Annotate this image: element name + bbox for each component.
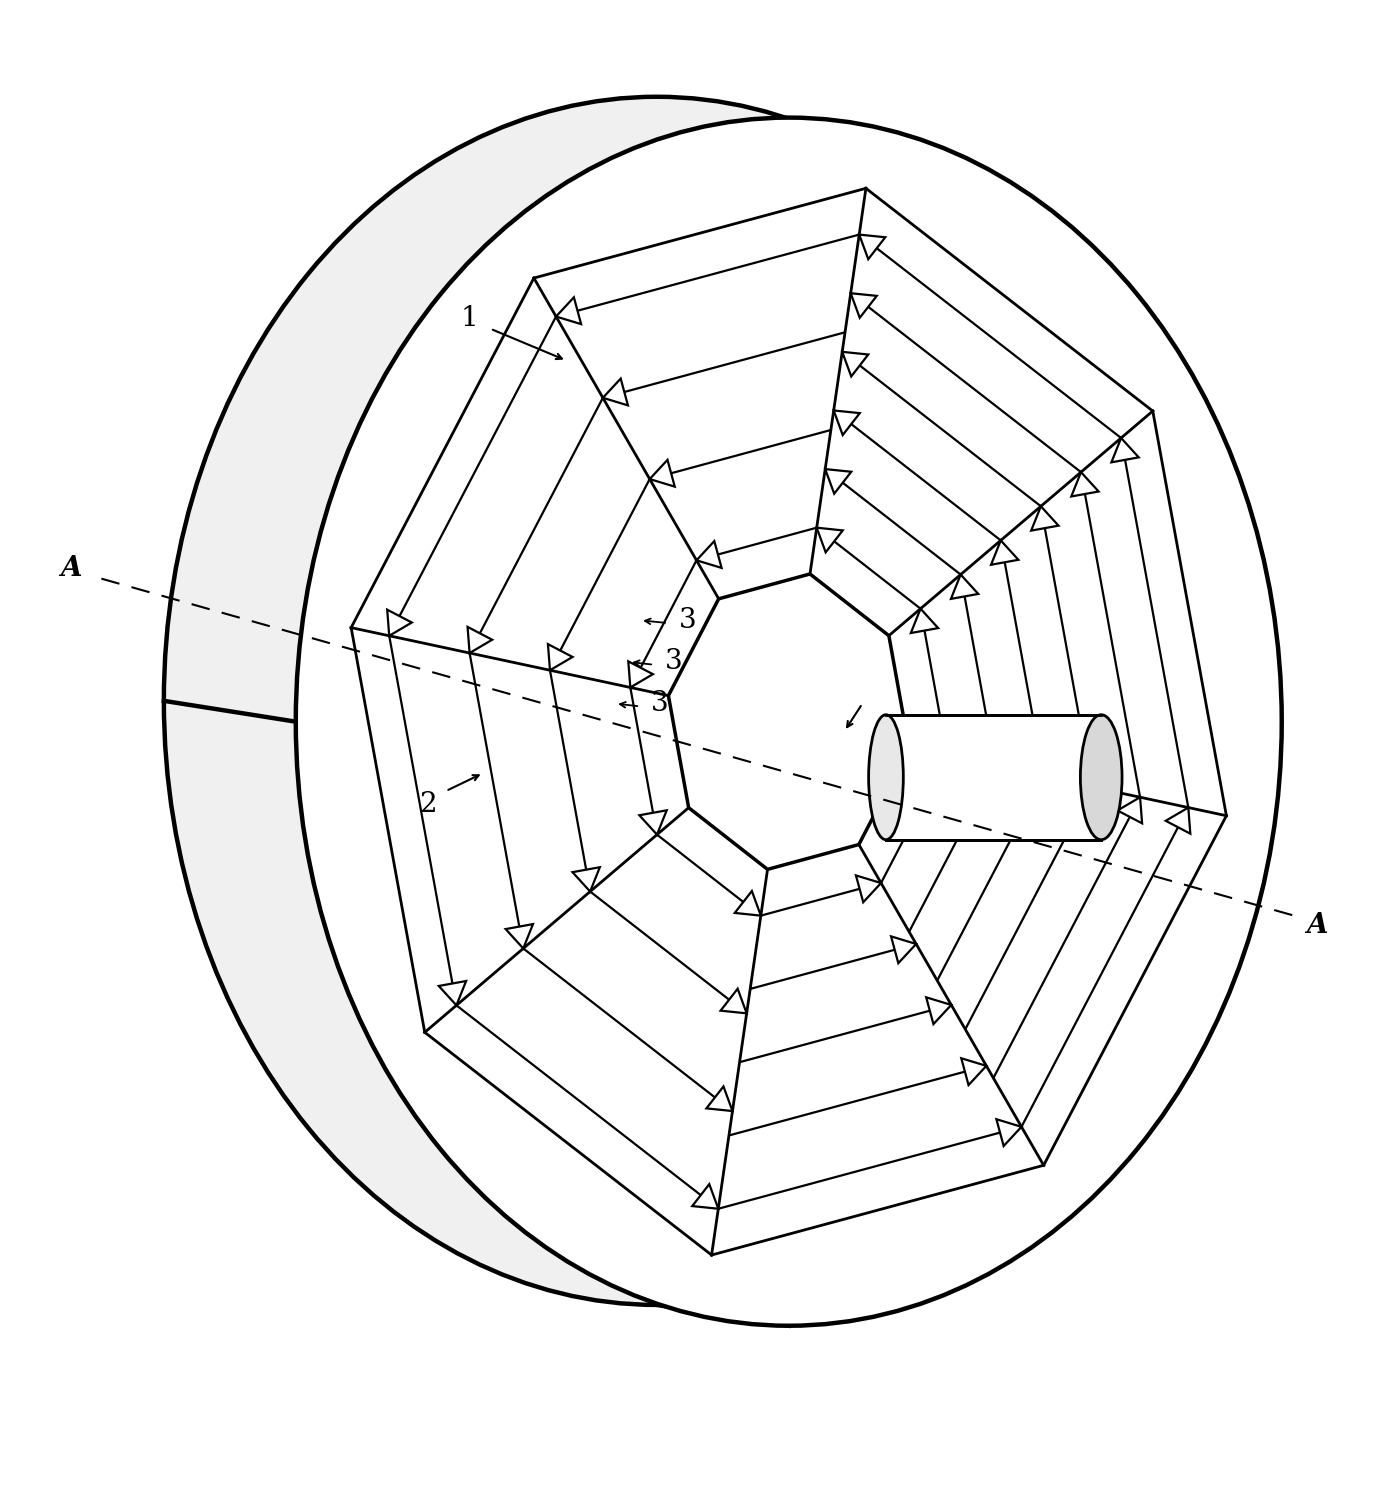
Text: 1: 1: [461, 306, 478, 333]
Ellipse shape: [1080, 714, 1122, 839]
Ellipse shape: [296, 117, 1281, 1326]
Text: 3: 3: [679, 607, 696, 634]
Text: 2: 2: [419, 792, 436, 818]
Text: 3: 3: [665, 649, 682, 676]
Ellipse shape: [869, 714, 904, 839]
Text: 4: 4: [868, 667, 886, 693]
FancyBboxPatch shape: [886, 714, 1101, 839]
Ellipse shape: [163, 97, 1150, 1305]
Polygon shape: [668, 575, 909, 869]
Text: A: A: [1306, 912, 1327, 940]
Text: 3: 3: [651, 691, 668, 717]
Text: A: A: [60, 555, 81, 582]
